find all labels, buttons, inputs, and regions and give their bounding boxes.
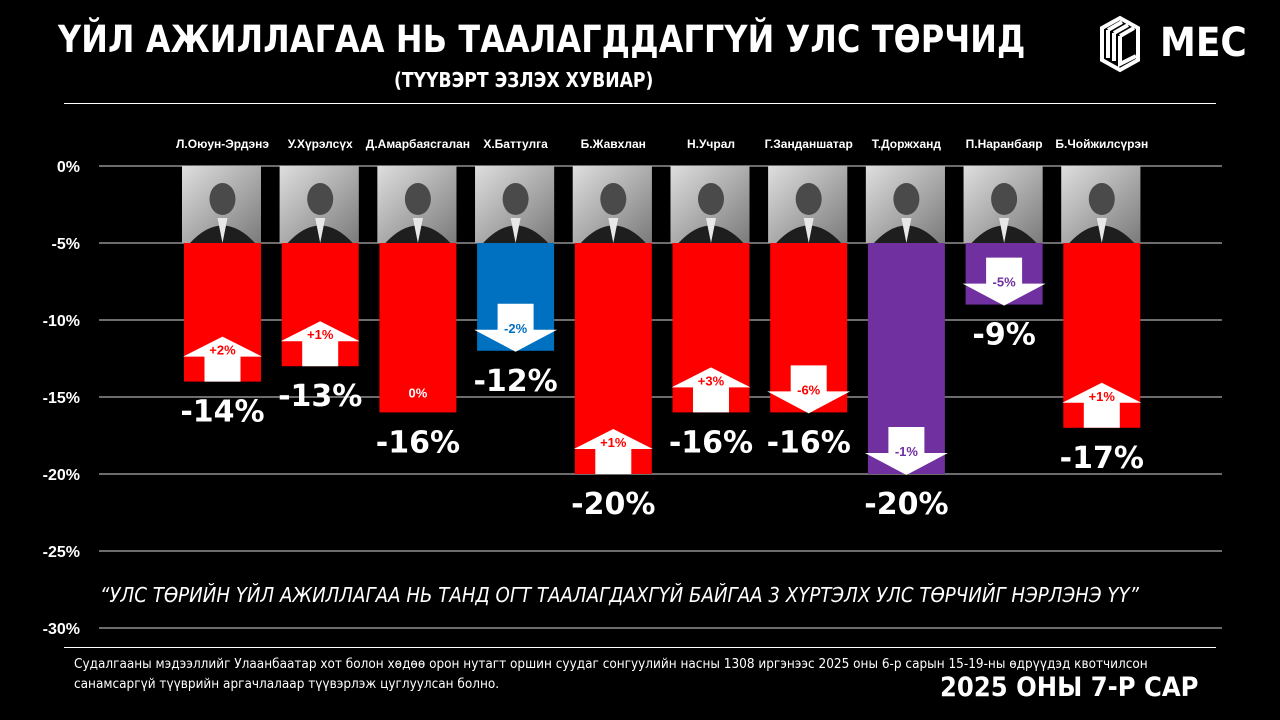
arrow-down-icon	[474, 303, 558, 352]
arrow-up-icon	[280, 321, 360, 367]
footer-divider	[64, 647, 1216, 648]
bar-group: Л.Оюун-Эрдэнэ +2% -14%	[176, 137, 269, 430]
logo-text: MEC	[1160, 20, 1247, 66]
politician-photo	[670, 166, 750, 243]
mec-logo-icon	[1100, 15, 1140, 73]
value-label: -20%	[571, 487, 655, 522]
methodology-line-2: санамсаргүй түүврийн аргачлалаар түүвэрл…	[74, 677, 500, 692]
bar-group: Г.Занданшатар -6% -16%	[765, 137, 853, 460]
politician-name: Г.Занданшатар	[765, 137, 853, 151]
bar-group: Т.Доржханд -1% -20%	[864, 137, 948, 522]
value-label: -16%	[669, 425, 753, 460]
politician-photo	[1061, 166, 1141, 243]
arrow-up-icon	[1062, 382, 1142, 428]
bars: Л.Оюун-Эрдэнэ+2%-14%У.Хүрэлсүх+1%-13%Д.А…	[176, 137, 1148, 522]
bar-group: Б.Жавхлан +1% -20%	[571, 137, 655, 522]
change-label: +1%	[307, 327, 334, 342]
y-tick-label: -5%	[52, 236, 80, 253]
y-tick-label: -15%	[43, 390, 80, 407]
methodology-line-1: Судалгааны мэдээллийг Улаанбаатар хот бо…	[74, 657, 1148, 672]
bar-group: Д.Амарбаясгалан 0% -16%	[366, 137, 470, 460]
politician-name: Н.Учрал	[687, 137, 735, 151]
change-label: -2%	[504, 321, 528, 336]
value-label: -14%	[180, 395, 264, 430]
bar-group: П.Наранбаяр -5% -9%	[962, 137, 1046, 353]
arrow-up-icon	[671, 367, 751, 413]
bar-group: У.Хүрэлсүх +1% -13%	[278, 137, 362, 414]
y-tick-label: -25%	[43, 544, 80, 561]
change-label: -5%	[993, 275, 1017, 290]
politician-photo	[865, 166, 945, 243]
page-subtitle: (ТҮҮВЭРТ ЭЗЛЭХ ХУВИАР)	[394, 68, 654, 92]
bar-group: Х.Баттулга -2% -12%	[473, 137, 557, 399]
politician-photo	[182, 166, 261, 243]
change-label: +3%	[698, 373, 725, 388]
arrow-up-icon	[183, 336, 262, 382]
value-label: -16%	[376, 425, 460, 460]
politician-name: Х.Баттулга	[483, 137, 548, 151]
politician-photo	[572, 166, 652, 243]
politician-photo	[768, 166, 848, 243]
report-date: 2025 ОНЫ 7-Р САР	[940, 672, 1199, 703]
change-label: +1%	[600, 435, 627, 450]
y-tick-label: -30%	[43, 621, 80, 638]
politician-photo	[377, 166, 457, 243]
arrow-down-icon	[864, 427, 948, 475]
change-label: -6%	[797, 382, 821, 397]
politician-photo	[475, 166, 555, 243]
change-label: +2%	[209, 343, 236, 358]
change-label: -1%	[895, 444, 919, 459]
y-tick-label: 0%	[57, 159, 80, 176]
politician-name: Б.Чойжилсүрэн	[1055, 137, 1148, 151]
value-label: -12%	[473, 364, 557, 399]
value-label: -13%	[278, 379, 362, 414]
bar-group: Н.Учрал +3% -16%	[669, 137, 753, 460]
mec-logo: MEC	[1098, 14, 1268, 74]
politician-photo	[279, 166, 359, 243]
politician-name: У.Хүрэлсүх	[288, 137, 353, 151]
value-label: -17%	[1060, 441, 1144, 476]
page-title: ҮЙЛ АЖИЛЛАГАА НЬ ТААЛАГДДАГГҮЙ УЛС ТӨРЧИ…	[58, 18, 1026, 61]
arrow-down-icon	[767, 365, 851, 414]
politician-name: Л.Оюун-Эрдэнэ	[176, 137, 269, 151]
politician-name: Т.Доржханд	[872, 137, 942, 151]
title-divider	[64, 103, 1216, 104]
politician-name: Д.Амарбаясгалан	[366, 137, 470, 151]
value-label: -9%	[972, 318, 1035, 353]
politician-name: П.Наранбаяр	[966, 137, 1043, 151]
change-label: +1%	[1089, 389, 1116, 404]
politician-photo	[963, 166, 1043, 243]
politician-name: Б.Жавхлан	[581, 137, 646, 151]
methodology-note: Судалгааны мэдээллийг Улаанбаатар хот бо…	[74, 655, 1254, 695]
value-label: -20%	[864, 487, 948, 522]
y-tick-label: -10%	[43, 313, 80, 330]
bar	[379, 243, 457, 413]
y-tick-label: -20%	[43, 467, 80, 484]
survey-question: “УЛС ТӨРИЙН ҮЙЛ АЖИЛЛАГАА НЬ ТАНД ОГТ ТА…	[100, 583, 1139, 607]
change-label: 0%	[409, 385, 428, 400]
value-label: -16%	[767, 425, 851, 460]
y-axis-ticks: 0% -5% -10% -15% -20% -25% -30%	[43, 159, 80, 638]
bar-group: Б.Чойжилсүрэн +1% -17%	[1055, 137, 1148, 476]
arrow-up-icon	[573, 429, 653, 474]
gridlines	[99, 165, 1222, 629]
arrow-down-icon	[962, 257, 1046, 306]
